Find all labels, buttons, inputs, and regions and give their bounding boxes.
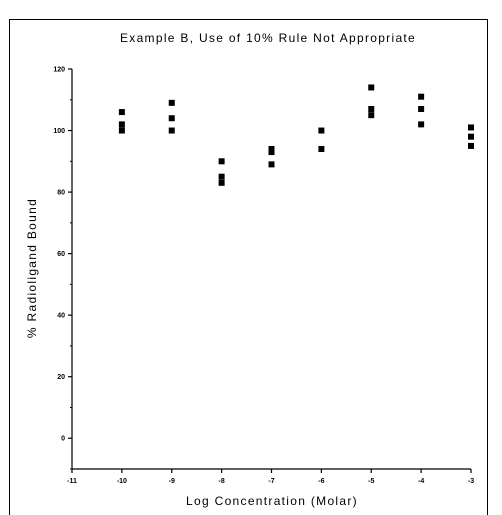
data-point (168, 115, 175, 122)
data-point (318, 127, 325, 134)
x-tick-label: -5 (368, 478, 374, 485)
data-point (418, 93, 425, 100)
x-tick-label: -10 (117, 478, 127, 485)
data-point (218, 179, 225, 186)
data-point (368, 84, 375, 91)
chart-title: Example B, Use of 10% Rule Not Appropria… (120, 31, 416, 45)
x-tick-label: -11 (67, 478, 77, 485)
x-tick-labels: -11 -10 -9 -8 -7 -6 -5 -4 -3 (67, 478, 474, 485)
chart-frame (9, 19, 488, 515)
data-points (118, 84, 474, 186)
data-point (368, 112, 375, 119)
y-tick-labels: 0 20 40 60 80 100 120 (53, 67, 65, 443)
x-tick-label: -4 (418, 478, 424, 485)
y-tick-label: 0 (61, 436, 65, 443)
data-point (268, 149, 275, 156)
data-point (468, 124, 474, 131)
y-tick-label: 120 (53, 67, 65, 74)
data-point (418, 121, 425, 128)
data-point (168, 127, 175, 134)
x-axis (71, 468, 472, 473)
data-point (468, 142, 474, 149)
data-point (268, 161, 275, 168)
y-tick-label: 40 (57, 313, 65, 320)
data-point (318, 146, 325, 152)
data-point (368, 106, 375, 112)
y-tick-label: 80 (57, 190, 65, 197)
y-tick-label: 60 (57, 251, 65, 258)
y-tick-label: 20 (57, 374, 65, 381)
y-axis (68, 68, 73, 470)
y-tick-label: 100 (53, 128, 65, 135)
data-point (418, 106, 425, 112)
y-axis-label: % Radioligand Bound (25, 198, 39, 338)
data-point (118, 127, 125, 134)
data-point (268, 146, 275, 152)
x-tick-label: -6 (318, 478, 324, 485)
x-tick-label: -7 (268, 478, 274, 485)
x-axis-label: Log Concentration (Molar) (186, 494, 358, 508)
x-tick-label: -8 (219, 478, 225, 485)
data-point (218, 173, 225, 180)
data-point (168, 99, 175, 106)
data-point (218, 158, 225, 165)
data-point (118, 121, 125, 128)
data-point (468, 133, 474, 140)
x-tick-label: -3 (468, 478, 474, 485)
x-tick-label: -9 (169, 478, 175, 485)
data-point (118, 109, 125, 116)
